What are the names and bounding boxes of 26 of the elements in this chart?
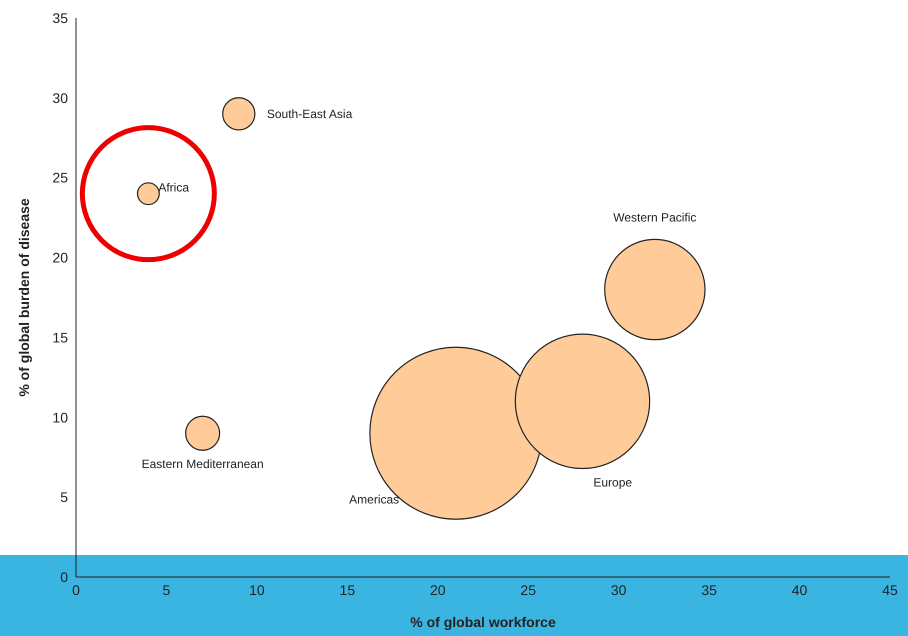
y-tick-label: 35 bbox=[52, 10, 68, 26]
series-label: South-East Asia bbox=[266, 106, 353, 121]
series-label: Africa bbox=[158, 180, 190, 195]
y-axis-title: % of global burden of disease bbox=[16, 198, 32, 397]
y-tick-label: 20 bbox=[52, 250, 68, 266]
x-tick-label: 20 bbox=[430, 582, 446, 598]
x-tick-label: 5 bbox=[162, 582, 171, 598]
y-tick-label: 15 bbox=[52, 329, 68, 346]
x-tick-label: 15 bbox=[340, 582, 356, 598]
series-label: Americas bbox=[349, 492, 400, 506]
y-tick-label: 5 bbox=[60, 489, 68, 506]
y-tick-label: 30 bbox=[52, 90, 68, 106]
series-label: Eastern Mediterranean bbox=[142, 457, 264, 472]
x-tick-label: 0 bbox=[72, 582, 80, 598]
x-tick-label: 25 bbox=[520, 582, 536, 598]
y-tick-label: 10 bbox=[52, 409, 68, 426]
x-tick-label: 30 bbox=[610, 582, 627, 598]
x-tick-label: 45 bbox=[882, 582, 898, 598]
x-tick-label: 40 bbox=[792, 582, 808, 598]
x-tick-label: 10 bbox=[249, 582, 265, 598]
x-tick-label: 35 bbox=[701, 582, 718, 598]
series-label: Europe bbox=[593, 475, 632, 490]
x-axis-title: % of global workforce bbox=[410, 614, 556, 630]
series-label: Western Pacific bbox=[613, 210, 696, 224]
y-tick-label: 25 bbox=[52, 170, 68, 186]
y-tick-label: 0 bbox=[60, 568, 68, 585]
